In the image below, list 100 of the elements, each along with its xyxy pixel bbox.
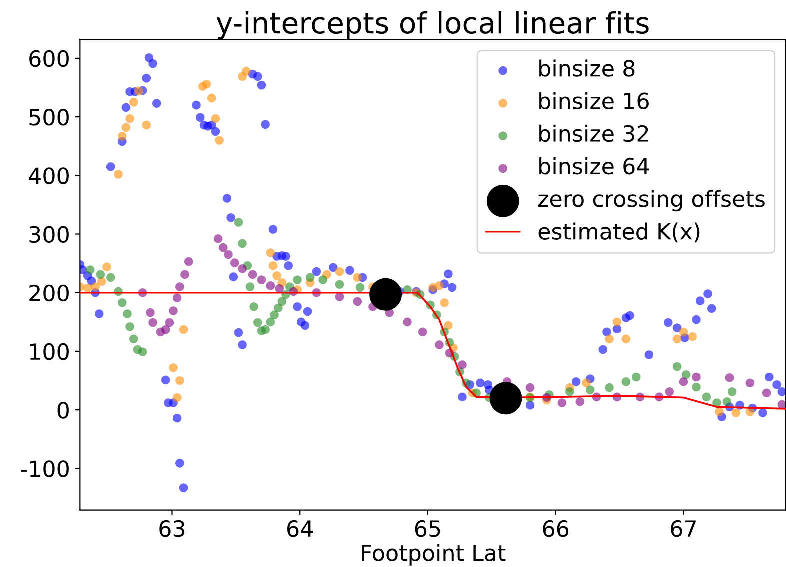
x-tick-label: 66: [543, 520, 569, 538]
point: [356, 283, 365, 292]
point: [558, 398, 567, 408]
point: [715, 407, 724, 416]
point: [172, 393, 182, 402]
point: [129, 334, 138, 344]
point: [403, 318, 412, 327]
point: [207, 94, 216, 103]
point: [176, 376, 184, 386]
point: [122, 123, 131, 132]
point: [214, 234, 223, 244]
point: [318, 276, 328, 284]
point: [142, 120, 152, 130]
point: [83, 284, 92, 293]
point: [526, 383, 535, 392]
point: [266, 281, 276, 290]
point: [270, 310, 279, 320]
y-tick-label: 300: [30, 226, 69, 244]
legend-label: binsize 64: [540, 158, 650, 175]
point: [134, 86, 144, 96]
point: [679, 378, 688, 386]
point: [353, 273, 362, 282]
point: [118, 132, 127, 141]
point: [272, 271, 282, 280]
point: [169, 306, 178, 316]
point: [702, 392, 712, 402]
point: [179, 325, 188, 334]
point: [418, 328, 428, 337]
point: [306, 273, 315, 282]
point: [632, 372, 641, 382]
x-tick-label: 63: [160, 520, 185, 538]
x-tick-label: 64: [288, 520, 313, 538]
point: [129, 98, 138, 107]
y-tick-label: 200: [30, 284, 69, 302]
point: [672, 362, 682, 372]
point: [278, 297, 287, 306]
point: [692, 382, 701, 392]
point: [238, 239, 247, 248]
point: [353, 297, 362, 306]
point: [211, 114, 220, 124]
point: [224, 250, 233, 260]
point: [266, 248, 276, 258]
point: [293, 276, 302, 284]
point: [165, 318, 174, 328]
point: [218, 243, 228, 252]
y-tick-label: 600: [30, 50, 69, 68]
chart-title: y-intercepts of local linear fits: [216, 11, 649, 40]
point: [126, 114, 134, 124]
point: [335, 280, 344, 290]
point: [746, 378, 755, 388]
point: [605, 334, 614, 344]
point: [96, 270, 106, 280]
point: [688, 332, 698, 342]
y-tick-label: -100: [21, 460, 69, 478]
point: [612, 318, 622, 327]
point: [440, 298, 449, 308]
x-tick-label: 65: [415, 520, 440, 538]
point: [180, 270, 190, 280]
point: [762, 388, 772, 398]
point: [169, 363, 178, 372]
point: [257, 276, 266, 284]
legend-label: binsize 32: [540, 124, 648, 142]
point: [268, 262, 278, 270]
point: [242, 66, 251, 76]
point: [582, 378, 591, 388]
point: [335, 267, 344, 276]
point: [566, 388, 574, 396]
point: [238, 264, 247, 274]
point: [230, 258, 240, 268]
point: [732, 408, 741, 418]
point: [435, 281, 444, 290]
point: [184, 257, 194, 266]
point: [725, 373, 734, 382]
point: [248, 270, 258, 280]
legend-label: estimated K(x): [538, 222, 700, 243]
y-tick-label: 0: [58, 402, 69, 419]
point: [138, 348, 148, 356]
point: [234, 218, 244, 227]
point: [148, 318, 158, 328]
point: [622, 334, 631, 344]
point: [692, 372, 701, 382]
point: [118, 298, 127, 308]
point: [605, 383, 614, 392]
point: [728, 388, 737, 396]
point: [246, 282, 255, 292]
point: [722, 397, 732, 406]
point: [102, 262, 112, 272]
point: [126, 322, 134, 332]
point: [266, 318, 276, 327]
point: [176, 282, 184, 292]
point: [146, 308, 155, 318]
point: [123, 310, 132, 318]
x-axis-title: Footpoint Lat: [362, 544, 506, 566]
point: [444, 321, 453, 330]
point: [172, 294, 182, 303]
point: [586, 386, 595, 395]
point: [672, 334, 682, 344]
point: [261, 325, 270, 334]
point: [114, 170, 123, 179]
point: [254, 318, 262, 328]
